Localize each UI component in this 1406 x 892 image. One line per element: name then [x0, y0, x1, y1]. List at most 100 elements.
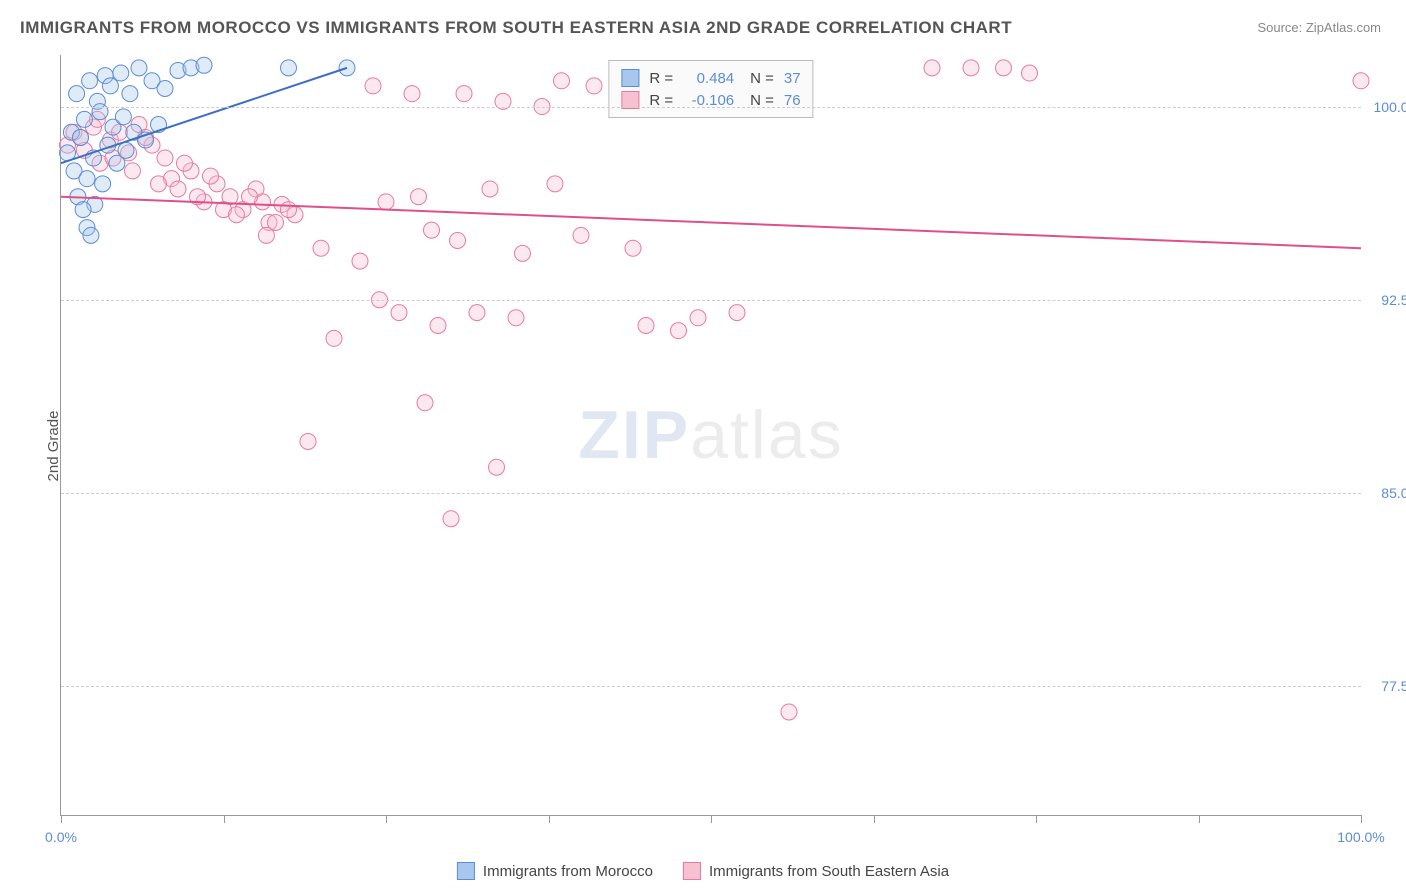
- scatter-point: [242, 189, 258, 205]
- scatter-point: [554, 73, 570, 89]
- scatter-point: [625, 240, 641, 256]
- scatter-point: [82, 73, 98, 89]
- scatter-point: [196, 57, 212, 73]
- scatter-point: [638, 318, 654, 334]
- scatter-point: [69, 86, 85, 102]
- plot-area: ZIPatlas R =0.484N =37R =-0.106N =76 77.…: [60, 55, 1361, 816]
- x-tick: [1036, 815, 1037, 823]
- scatter-point: [482, 181, 498, 197]
- chart-svg: [61, 55, 1361, 815]
- bottom-legend-item: Immigrants from South Eastern Asia: [683, 862, 949, 880]
- bottom-legend-item: Immigrants from Morocco: [457, 862, 653, 880]
- scatter-point: [118, 142, 134, 158]
- n-label: N =: [750, 70, 774, 87]
- x-tick: [1361, 815, 1362, 823]
- scatter-point: [115, 109, 131, 125]
- scatter-point: [151, 176, 167, 192]
- y-tick-label: 77.5%: [1381, 678, 1406, 694]
- scatter-point: [1022, 65, 1038, 81]
- legend-row: R = 0.484 N = 37: [621, 67, 800, 89]
- scatter-point: [489, 459, 505, 475]
- scatter-point: [352, 253, 368, 269]
- scatter-point: [430, 318, 446, 334]
- legend-label: Immigrants from South Eastern Asia: [709, 863, 949, 880]
- scatter-point: [573, 227, 589, 243]
- chart-title: IMMIGRANTS FROM MOROCCO VS IMMIGRANTS FR…: [20, 18, 1012, 38]
- gridline: [61, 686, 1361, 687]
- y-tick-label: 85.0%: [1381, 485, 1406, 501]
- scatter-point: [729, 305, 745, 321]
- scatter-point: [75, 202, 91, 218]
- scatter-point: [122, 86, 138, 102]
- x-tick-label: 100.0%: [1337, 829, 1384, 845]
- scatter-point: [781, 704, 797, 720]
- scatter-point: [95, 176, 111, 192]
- scatter-point: [281, 202, 297, 218]
- y-tick-label: 92.5%: [1381, 292, 1406, 308]
- scatter-point: [131, 60, 147, 76]
- scatter-point: [300, 433, 316, 449]
- scatter-point: [102, 78, 118, 94]
- y-tick-label: 100.0%: [1374, 99, 1406, 115]
- scatter-point: [313, 240, 329, 256]
- scatter-point: [83, 227, 99, 243]
- legend-row: R =-0.106N =76: [621, 89, 800, 111]
- scatter-point: [963, 60, 979, 76]
- scatter-point: [326, 330, 342, 346]
- n-value: 37: [784, 70, 801, 87]
- scatter-point: [404, 86, 420, 102]
- scatter-point: [268, 214, 284, 230]
- scatter-point: [157, 150, 173, 166]
- scatter-point: [339, 60, 355, 76]
- scatter-point: [586, 78, 602, 94]
- y-axis-label: 2nd Grade: [45, 411, 62, 482]
- scatter-point: [79, 171, 95, 187]
- r-label: R =: [649, 70, 673, 87]
- scatter-point: [378, 194, 394, 210]
- correlation-legend: R = 0.484 N = 37 R =-0.106N =76: [608, 60, 813, 118]
- source-label: Source: ZipAtlas.com: [1257, 20, 1381, 35]
- scatter-point: [73, 129, 89, 145]
- scatter-point: [76, 111, 92, 127]
- scatter-point: [450, 232, 466, 248]
- r-value: 0.484: [679, 70, 734, 87]
- scatter-point: [469, 305, 485, 321]
- x-tick: [61, 815, 62, 823]
- scatter-point: [443, 511, 459, 527]
- scatter-point: [424, 222, 440, 238]
- scatter-point: [690, 310, 706, 326]
- x-tick: [386, 815, 387, 823]
- scatter-point: [177, 155, 193, 171]
- scatter-point: [281, 60, 297, 76]
- legend-swatch: [457, 862, 475, 880]
- legend-swatch: [683, 862, 701, 880]
- scatter-point: [547, 176, 563, 192]
- scatter-point: [229, 207, 245, 223]
- x-tick: [874, 815, 875, 823]
- scatter-point: [924, 60, 940, 76]
- bottom-legend: Immigrants from Morocco Immigrants from S…: [457, 862, 949, 880]
- scatter-point: [125, 163, 141, 179]
- scatter-point: [391, 305, 407, 321]
- scatter-point: [113, 65, 129, 81]
- gridline: [61, 300, 1361, 301]
- legend-label: Immigrants from Morocco: [483, 863, 653, 880]
- gridline: [61, 107, 1361, 108]
- x-tick: [224, 815, 225, 823]
- scatter-point: [515, 245, 531, 261]
- x-tick: [549, 815, 550, 823]
- legend-swatch: [621, 69, 639, 87]
- x-tick: [1199, 815, 1200, 823]
- gridline: [61, 493, 1361, 494]
- x-tick: [711, 815, 712, 823]
- scatter-point: [417, 395, 433, 411]
- scatter-point: [365, 78, 381, 94]
- scatter-point: [203, 168, 219, 184]
- scatter-point: [411, 189, 427, 205]
- trend-line: [61, 197, 1361, 249]
- scatter-point: [157, 80, 173, 96]
- scatter-point: [508, 310, 524, 326]
- scatter-point: [996, 60, 1012, 76]
- x-tick-label: 0.0%: [45, 829, 77, 845]
- scatter-point: [456, 86, 472, 102]
